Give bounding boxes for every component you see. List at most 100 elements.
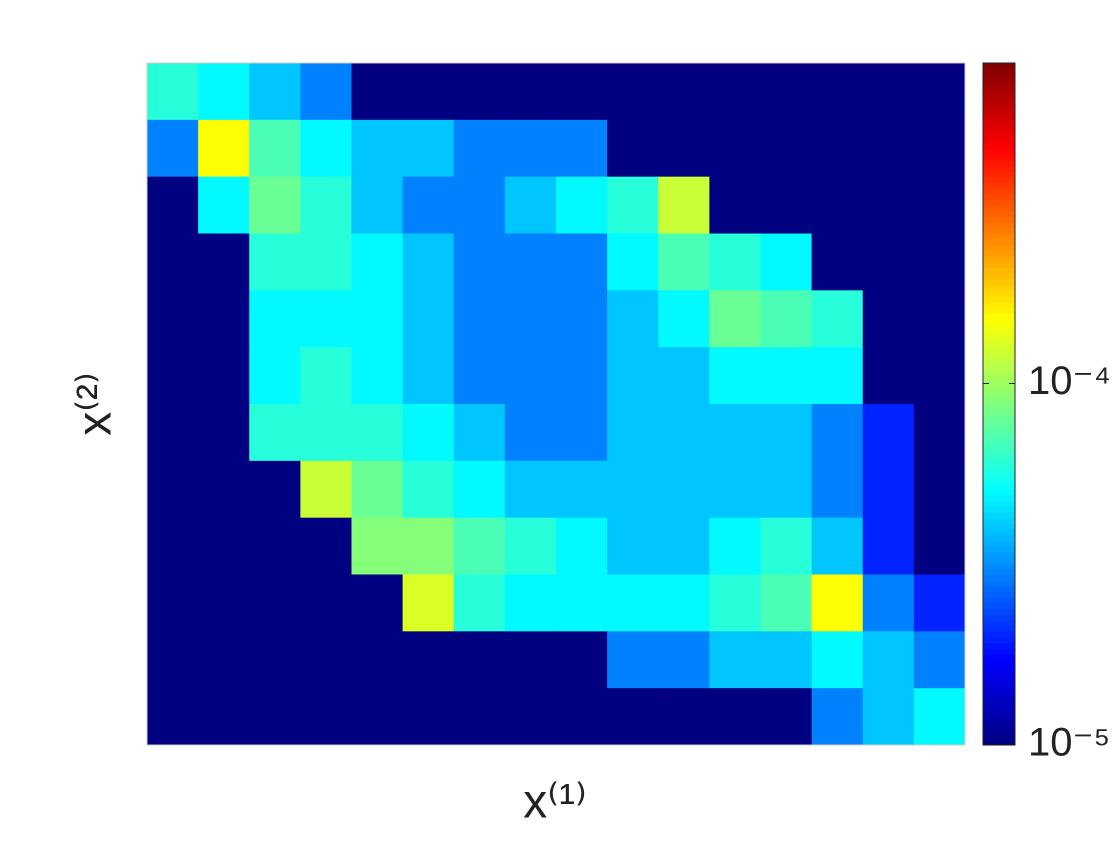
colorbar-swatch — [983, 313, 1015, 320]
heatmap-cell — [147, 631, 199, 689]
heatmap-cell — [811, 688, 864, 746]
colorbar-swatch — [983, 472, 1015, 479]
heatmap-cell — [709, 233, 761, 291]
heatmap-cell — [198, 290, 250, 348]
heatmap-cell — [760, 347, 813, 405]
heatmap-cell — [658, 347, 710, 405]
colorbar-swatch — [983, 580, 1015, 587]
colorbar-swatch — [983, 398, 1015, 405]
colorbar-swatch — [983, 716, 1015, 723]
colorbar-swatch — [983, 63, 1015, 70]
colorbar-swatch — [983, 91, 1015, 98]
heatmap-cell — [913, 63, 966, 121]
heatmap-cell — [402, 574, 455, 632]
heatmap-cell — [453, 347, 506, 405]
heatmap-cell — [607, 63, 659, 121]
heatmap-cell — [300, 460, 352, 519]
colorbar-swatch — [983, 330, 1015, 337]
heatmap-cell — [760, 574, 813, 632]
heatmap-cell — [862, 517, 915, 575]
heatmap-cell — [198, 517, 250, 575]
heatmap-cell — [862, 290, 915, 348]
heatmap-cell — [658, 631, 710, 689]
colorbar-swatch — [983, 438, 1015, 445]
heatmap-cell — [249, 176, 301, 234]
heatmap-cell — [300, 517, 352, 575]
heatmap-cell — [556, 119, 608, 178]
colorbar-swatch — [983, 148, 1015, 155]
colorbar-swatch — [983, 335, 1015, 342]
heatmap-cell — [556, 631, 608, 689]
colorbar-swatch — [983, 364, 1015, 371]
heatmap-cell — [351, 631, 404, 689]
colorbar-swatch — [983, 483, 1015, 490]
heatmap-cell — [811, 574, 864, 632]
heatmap-cell — [607, 631, 659, 689]
heatmap-cell — [658, 63, 710, 121]
colorbar-swatch — [983, 358, 1015, 365]
colorbar-swatch — [983, 284, 1015, 291]
heatmap-cell — [709, 63, 761, 121]
colorbar-swatch — [983, 68, 1015, 75]
colorbar-swatch — [983, 455, 1015, 462]
heatmap-cell — [147, 404, 199, 462]
heatmap-cell — [556, 517, 608, 575]
colorbar-swatch — [983, 591, 1015, 598]
heatmap-cell — [198, 460, 250, 519]
colorbar-swatch — [983, 614, 1015, 621]
heatmap-cell — [556, 347, 608, 405]
heatmap-cell — [607, 233, 659, 291]
colorbar-swatch — [983, 585, 1015, 593]
plot-frame — [146, 62, 966, 746]
heatmap-cell — [504, 404, 557, 462]
heatmap-cell — [811, 119, 864, 178]
colorbar-swatch — [983, 608, 1015, 615]
heatmap-cell — [760, 688, 813, 746]
heatmap-cell — [556, 688, 608, 746]
heatmap-cell — [504, 460, 557, 519]
heatmap-cell — [658, 517, 710, 575]
heatmap-cell — [453, 176, 506, 234]
heatmap-cell — [658, 176, 710, 234]
heatmap-cell — [709, 688, 761, 746]
heatmap-cell — [913, 460, 966, 519]
heatmap-cell — [556, 290, 608, 348]
colorbar-swatch — [983, 369, 1015, 377]
heatmap-cell — [607, 119, 659, 178]
colorbar-swatch — [983, 301, 1015, 308]
colorbar-swatch — [983, 131, 1015, 138]
colorbar-swatch — [983, 727, 1015, 735]
heatmap-cell — [607, 404, 659, 462]
heatmap-cell — [913, 347, 966, 405]
heatmap-cell — [300, 631, 352, 689]
colorbar-swatch — [983, 318, 1015, 325]
colorbar-swatch — [983, 477, 1015, 485]
heatmap-cell — [760, 119, 813, 178]
colorbar-swatch — [983, 296, 1015, 303]
heatmap-cell — [913, 119, 966, 178]
colorbar-swatch — [983, 375, 1015, 382]
heatmap-cell — [607, 347, 659, 405]
heatmap-cell — [913, 290, 966, 348]
colorbar-swatch — [983, 199, 1015, 206]
colorbar-swatch — [983, 404, 1015, 411]
colorbar-swatch — [983, 153, 1015, 161]
colorbar-swatch — [983, 267, 1015, 274]
colorbar-swatch — [983, 494, 1015, 502]
colorbar-swatch — [983, 574, 1015, 581]
colorbar-swatch — [983, 619, 1015, 627]
heatmap-cell — [351, 176, 404, 234]
colorbar-tick-label: 10⁻⁴ — [1028, 359, 1111, 403]
heatmap-cell — [709, 290, 761, 348]
heatmap-cell — [709, 119, 761, 178]
heatmap-cell — [504, 517, 557, 575]
heatmap-cell — [249, 119, 301, 178]
colorbar-swatch — [983, 227, 1015, 234]
y-axis-label: x⁽²⁾ — [69, 372, 122, 436]
heatmap-cell — [453, 233, 506, 291]
colorbar-swatch — [983, 381, 1015, 388]
heatmap-cell — [402, 404, 455, 462]
heatmap-cell — [198, 63, 250, 121]
heatmap-cell — [351, 290, 404, 348]
colorbar-tick-label: 10⁻⁵ — [1028, 721, 1110, 765]
